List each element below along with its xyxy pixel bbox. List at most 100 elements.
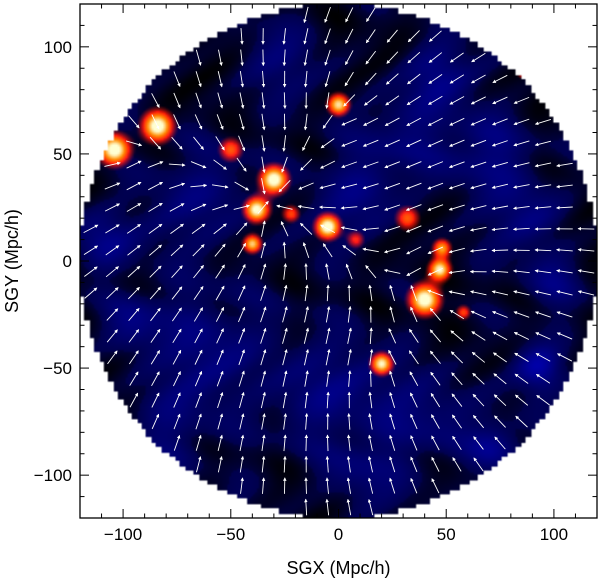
velocity-arrow: [283, 413, 288, 430]
velocity-arrow: [239, 413, 245, 430]
x-tick-label: 100: [540, 525, 568, 544]
velocity-arrow: [534, 269, 552, 274]
velocity-arrow: [297, 204, 315, 210]
velocity-arrow: [193, 307, 204, 322]
velocity-arrow: [345, 28, 354, 44]
velocity-arrow: [237, 285, 246, 301]
velocity-arrow: [362, 205, 379, 211]
velocity-arrow: [405, 161, 422, 169]
velocity-arrow: [386, 29, 398, 43]
velocity-arrow: [368, 391, 373, 409]
velocity-arrow: [260, 241, 267, 259]
velocity-arrow: [216, 349, 224, 365]
velocity-arrow: [534, 290, 552, 296]
velocity-arrow: [556, 332, 573, 340]
velocity-arrow: [84, 266, 98, 277]
velocity-arrow: [190, 161, 207, 169]
velocity-arrow: [427, 117, 443, 126]
velocity-arrow: [149, 136, 162, 150]
velocity-arrow: [191, 223, 206, 235]
velocity-arrow: [513, 290, 530, 296]
velocity-arrow: [405, 204, 422, 211]
velocity-arrow: [535, 374, 551, 384]
velocity-arrow: [577, 269, 595, 274]
velocity-arrow: [128, 329, 140, 343]
velocity-arrow: [282, 306, 288, 323]
velocity-arrow: [261, 70, 266, 88]
velocity-arrow: [104, 182, 121, 190]
velocity-arrow: [448, 139, 465, 147]
velocity-arrow: [409, 328, 419, 343]
velocity-arrow: [304, 413, 309, 430]
velocity-arrow: [216, 114, 224, 130]
velocity-arrow: [427, 289, 444, 297]
velocity-arrow: [362, 183, 379, 190]
velocity-arrow: [260, 391, 266, 409]
velocity-arrow: [410, 435, 418, 451]
velocity-arrow: [451, 414, 462, 429]
velocity-arrow: [342, 245, 356, 256]
velocity-arrow: [195, 71, 202, 88]
velocity-arrow: [470, 290, 487, 296]
velocity-arrow: [368, 413, 373, 430]
velocity-arrow: [471, 52, 486, 63]
velocity-arrow: [347, 370, 352, 387]
velocity-arrow: [472, 372, 485, 385]
velocity-arrow: [534, 162, 552, 168]
velocity-arrow: [427, 182, 444, 190]
velocity-arrow: [389, 413, 396, 430]
velocity-arrow: [283, 263, 288, 280]
velocity-arrow: [366, 7, 376, 23]
x-axis-tick-labels: −100 −50 0 50 100: [104, 525, 568, 544]
velocity-arrow: [151, 392, 160, 408]
velocity-arrow: [534, 248, 552, 252]
velocity-arrow: [556, 353, 573, 362]
velocity-arrow: [325, 434, 330, 452]
velocity-arrow: [261, 92, 266, 109]
velocity-arrow: [319, 183, 336, 190]
velocity-arrow: [298, 182, 314, 190]
velocity-arrow: [304, 306, 309, 323]
velocity-arrow: [257, 200, 269, 214]
velocity-arrow: [260, 327, 267, 344]
velocity-arrow: [429, 307, 441, 321]
velocity-arrow: [473, 457, 484, 472]
velocity-arrow: [237, 242, 247, 258]
velocity-arrow: [302, 242, 310, 259]
x-tick-label: −100: [104, 525, 142, 544]
velocity-arrow: [217, 413, 224, 430]
velocity-arrow: [172, 307, 182, 322]
velocity-arrow: [534, 118, 551, 126]
velocity-arrow: [365, 50, 377, 65]
velocity-arrow: [431, 435, 440, 451]
velocity-arrow: [389, 434, 396, 451]
velocity-arrow: [193, 285, 204, 301]
velocity-arrow: [303, 49, 309, 67]
velocity-arrow: [194, 349, 203, 365]
velocity-arrow: [283, 434, 287, 452]
velocity-arrow: [283, 92, 287, 109]
velocity-arrow: [362, 227, 379, 232]
velocity-arrow: [239, 92, 245, 109]
velocity-arrow: [534, 206, 552, 210]
velocity-arrow: [195, 392, 202, 408]
velocity-arrow: [451, 393, 463, 407]
velocity-arrow: [384, 117, 400, 127]
velocity-arrow: [304, 348, 310, 366]
velocity-arrow: [515, 415, 528, 428]
velocity-arrow: [195, 434, 202, 451]
velocity-arrow: [409, 371, 419, 387]
velocity-arrow: [238, 135, 246, 152]
velocity-arrow: [384, 182, 401, 190]
velocity-arrow: [233, 204, 250, 210]
velocity-arrow: [448, 226, 465, 233]
velocity-arrow: [364, 72, 377, 86]
velocity-arrow: [303, 6, 309, 24]
velocity-arrow: [365, 29, 376, 44]
velocity-arrow: [405, 225, 422, 233]
velocity-arrow: [105, 266, 119, 278]
velocity-arrow: [148, 244, 162, 256]
velocity-arrow: [449, 309, 465, 320]
velocity-arrow: [326, 391, 330, 409]
velocity-arrow: [427, 267, 443, 276]
